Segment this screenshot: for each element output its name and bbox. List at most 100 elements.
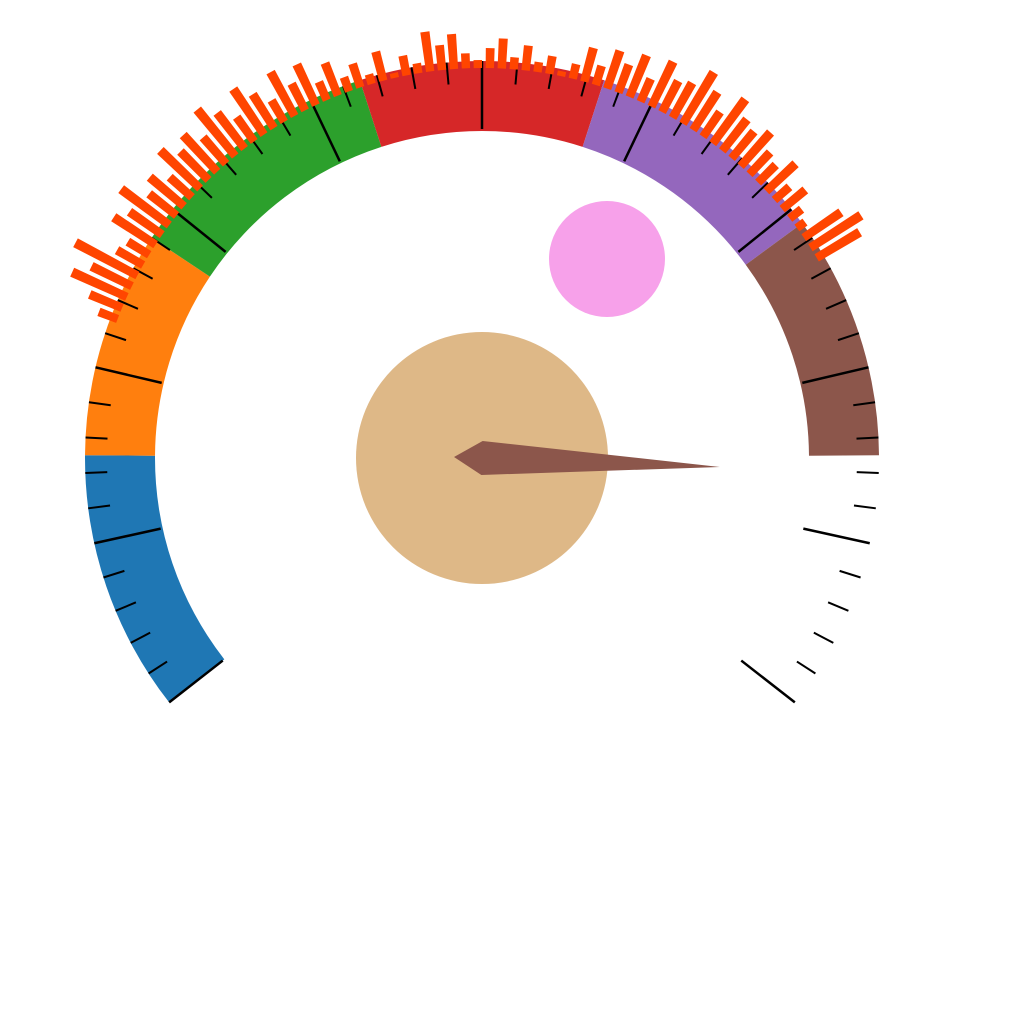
radial-bar: [580, 46, 598, 83]
radial-bar: [794, 218, 808, 232]
radial-bar: [771, 183, 793, 204]
minor-tick: [88, 504, 111, 510]
radial-bar: [689, 89, 722, 133]
radial-bar: [339, 75, 353, 93]
radial-bar: [647, 59, 678, 109]
radial-bar: [213, 110, 248, 152]
radial-bar: [473, 60, 483, 69]
radial-bar: [114, 246, 146, 269]
radial-bar: [556, 70, 567, 77]
radial-bar: [412, 62, 423, 74]
minor-tick: [132, 267, 154, 280]
minor-tick: [856, 471, 879, 474]
radial-bar: [70, 267, 129, 301]
radial-bar: [497, 38, 508, 69]
radial-bar: [460, 53, 471, 69]
radial-bar: [533, 61, 544, 73]
radial-bar: [89, 262, 134, 290]
radial-bar: [636, 77, 655, 104]
minor-tick: [117, 299, 139, 310]
minor-tick: [375, 74, 384, 97]
radial-bar: [737, 129, 775, 169]
major-tick: [740, 659, 796, 704]
radial-bar: [787, 205, 805, 222]
radial-bar: [73, 238, 140, 280]
radial-bar: [420, 31, 435, 73]
minor-tick: [839, 569, 861, 579]
radial-bar: [292, 62, 320, 107]
radial-bar: [521, 45, 533, 71]
radial-bar: [763, 160, 799, 195]
minor-tick: [104, 332, 127, 342]
minor-tick: [813, 631, 834, 644]
radial-bar: [193, 106, 239, 159]
radial-bar: [625, 53, 651, 99]
radial-bar: [320, 61, 342, 98]
radial-bar: [266, 69, 299, 118]
radial-bar: [88, 290, 124, 312]
major-tick: [95, 366, 162, 385]
radial-bar: [146, 190, 180, 219]
radial-bar: [658, 78, 683, 115]
minor-tick: [796, 660, 816, 675]
radial-bar: [446, 33, 459, 70]
radial-bar: [485, 48, 495, 69]
minor-tick: [85, 471, 108, 474]
radial-bar: [668, 80, 697, 120]
radial-bar: [568, 63, 581, 80]
radial-bar: [111, 213, 158, 249]
minor-tick: [445, 62, 450, 85]
radial-bar: [808, 211, 864, 252]
minor-tick: [856, 436, 879, 440]
major-tick: [623, 99, 655, 162]
radial-bar: [679, 69, 718, 126]
radial-bar: [719, 116, 751, 154]
major-tick: [309, 99, 341, 162]
major-tick: [168, 659, 224, 704]
gauge-segment: [745, 223, 879, 456]
pink-dot: [549, 201, 665, 317]
minor-tick: [853, 401, 876, 407]
major-tick: [93, 527, 161, 545]
radial-bar: [287, 81, 309, 113]
radial-bar: [509, 57, 519, 70]
radial-bar: [591, 64, 606, 87]
radial-bar: [314, 80, 331, 102]
radial-bar: [603, 49, 625, 90]
radial-bar: [779, 186, 809, 213]
major-tick: [803, 527, 871, 545]
minor-tick: [148, 660, 168, 675]
radial-bar: [233, 114, 258, 144]
radial-bar: [179, 131, 221, 175]
radial-bar: [699, 109, 724, 140]
radial-bar: [371, 50, 388, 82]
radial-bar: [398, 54, 411, 77]
radial-bar: [435, 44, 447, 71]
minor-tick: [751, 181, 769, 199]
gauge-segment: [85, 237, 210, 456]
radial-bar: [199, 134, 230, 167]
radial-bar: [614, 62, 634, 95]
minor-tick: [115, 601, 137, 612]
radial-bar: [755, 161, 779, 186]
radial-bar: [814, 228, 863, 262]
minor-tick: [88, 401, 111, 407]
radial-bar: [545, 55, 557, 75]
minor-tick: [825, 299, 847, 310]
radial-bar: [248, 91, 278, 131]
minor-tick: [410, 67, 417, 90]
minor-tick: [130, 631, 151, 644]
minor-tick: [103, 569, 125, 579]
minor-tick: [837, 332, 860, 342]
major-tick: [737, 208, 793, 253]
radial-bar: [348, 62, 365, 89]
radial-bar: [229, 86, 268, 137]
radial-bar: [746, 149, 774, 178]
minor-tick: [793, 237, 813, 251]
major-tick: [171, 208, 227, 253]
radial-bar: [364, 73, 376, 86]
radial-bar: [146, 173, 187, 210]
radial-bar: [728, 128, 758, 162]
gauge-segment: [582, 80, 803, 265]
